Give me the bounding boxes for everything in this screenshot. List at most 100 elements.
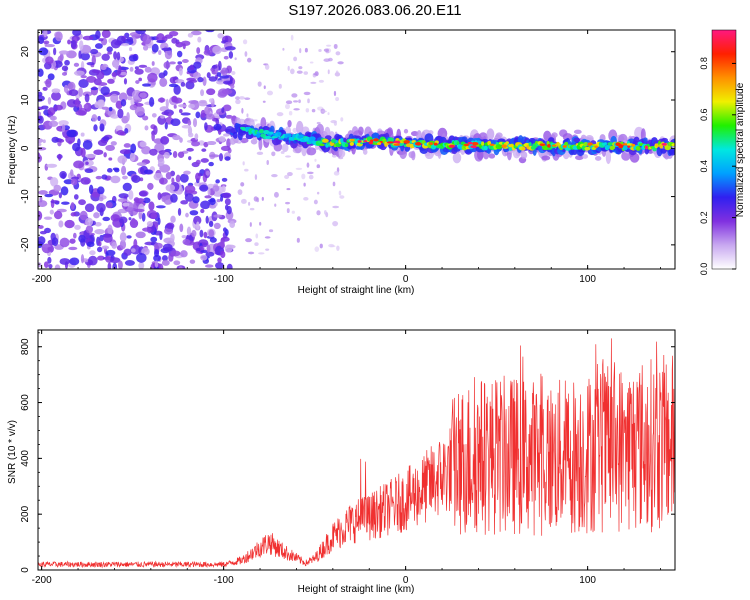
spectrogram-noise-blob [313,199,318,205]
spectrogram-noise-blob [190,30,202,36]
y-tick-label: 800 [20,338,31,355]
spectrogram-noise-blob [110,141,117,146]
spectrogram-noise-blob [220,145,231,151]
spectrogram-noise-blob [120,99,127,107]
spectrogram-noise-blob [261,196,264,201]
spectrogram-noise-blob [120,71,128,76]
spectrogram-noise-blob [193,215,202,225]
spectrogram-peak [551,144,557,147]
x-tick-label: -200 [32,274,52,285]
spectrogram-peak [587,142,593,146]
spectrogram-noise-blob [138,262,145,269]
spectrogram-peak [386,141,394,144]
spectrogram-noise-blob [95,30,101,39]
spectrogram-noise-blob [141,146,151,155]
spectrogram-noise-blob [147,182,154,190]
spectrogram-noise-blob [107,224,113,235]
spectrogram-band-blob [573,129,582,135]
spectrogram-noise-blob [186,226,192,236]
spectrogram-noise-blob [53,210,63,220]
spectrogram-noise-blob [122,175,128,180]
spectrogram-noise-blob [188,156,192,161]
spectrogram-noise-blob [160,135,170,145]
spectrogram-noise-blob [319,243,323,249]
spectrogram-noise-blob [196,221,200,230]
spectrogram-noise-blob [224,204,229,211]
spectrogram-noise-blob [284,103,290,110]
spectrogram-noise-blob [87,255,98,266]
spectrogram-peak [403,140,410,144]
spectrogram-noise-blob [61,201,70,205]
spectrogram-noise-blob [73,232,77,239]
spectrogram-noise-blob [244,168,249,172]
spectrogram-noise-blob [119,239,127,250]
spectrogram-noise-blob [198,101,208,107]
spectrogram-noise-blob [230,84,235,89]
spectrogram-noise-blob [293,108,300,111]
spectrogram-noise-blob [117,198,128,203]
spectrogram-noise-blob [173,260,181,266]
spectrogram-noise-blob [48,120,59,127]
y-tick-label: -10 [20,189,31,204]
spectrogram-band-blob [269,125,275,134]
spectrogram-noise-blob [268,229,274,233]
spectrogram-noise-blob [97,115,101,121]
spectrogram-noise-blob [85,161,89,165]
spectrogram-band-blob [594,155,602,161]
spectrogram-noise-blob [70,212,77,217]
spectrogram-noise-blob [48,264,53,269]
spectrogram-noise-blob [93,149,104,155]
spectrogram-noise-blob [38,47,49,56]
spectrogram-noise-blob [298,66,303,70]
spectrogram-band-blob [259,128,264,134]
spectrogram-noise-blob [337,61,344,65]
spectrogram-noise-blob [299,48,302,54]
spectrogram-noise-blob [163,151,170,159]
spectrogram-noise-blob [327,69,330,75]
spectrogram-noise-blob [245,238,252,243]
spectrogram-noise-blob [47,96,52,105]
spectrogram-noise-blob [339,195,345,199]
spectrogram-band-blob [236,118,247,125]
spectrogram-noise-blob [158,263,164,269]
spectrogram-noise-blob [253,196,258,202]
spectrogram-noise-blob [178,67,183,76]
spectrogram-noise-blob [333,171,340,176]
spectrogram-noise-blob [335,51,341,56]
spectrogram-noise-blob [97,186,105,195]
spectrogram-noise-blob [72,142,81,152]
spectrogram-noise-blob [258,252,265,255]
spectrogram-band-blob [264,135,272,140]
spectrogram-noise-blob [176,50,183,58]
spectrogram-noise-blob [191,141,201,147]
spectrogram-noise-blob [100,64,107,70]
spectrogram-noise-blob [98,197,104,202]
colorbar-tick-label: 0.2 [699,211,709,224]
spectrogram-noise-blob [244,97,251,100]
spectrogram-noise-blob [101,174,108,180]
spectrogram-noise-blob [85,225,94,234]
spectrogram-band-blob [260,117,267,129]
spectrogram-noise-blob [170,250,181,257]
spectrogram-band-blob [263,129,270,135]
spectrogram-noise-blob [146,220,154,228]
spectrogram-noise-blob [209,197,216,206]
spectrogram-noise-blob [129,152,136,162]
spectrogram-noise-blob [84,203,95,213]
spectrogram-noise-blob [288,110,293,116]
spectrogram-noise-blob [69,238,76,244]
spectrogram-peak [357,140,362,143]
spectrogram-noise-blob [161,259,170,266]
spectrogram-noise-blob [108,106,113,112]
spectrogram-noise-blob [96,71,105,80]
spectrogram-peak [463,143,470,147]
spectrogram-noise-blob [271,151,276,157]
spectrogram-noise-blob [126,36,134,43]
spectrogram-noise-blob [38,138,44,144]
spectrogram-peak [448,144,455,148]
spectrogram-noise-blob [93,212,100,219]
spectrogram-noise-blob [38,115,44,124]
spectrogram-noise-blob [164,49,173,60]
spectrogram-noise-blob [124,259,135,266]
